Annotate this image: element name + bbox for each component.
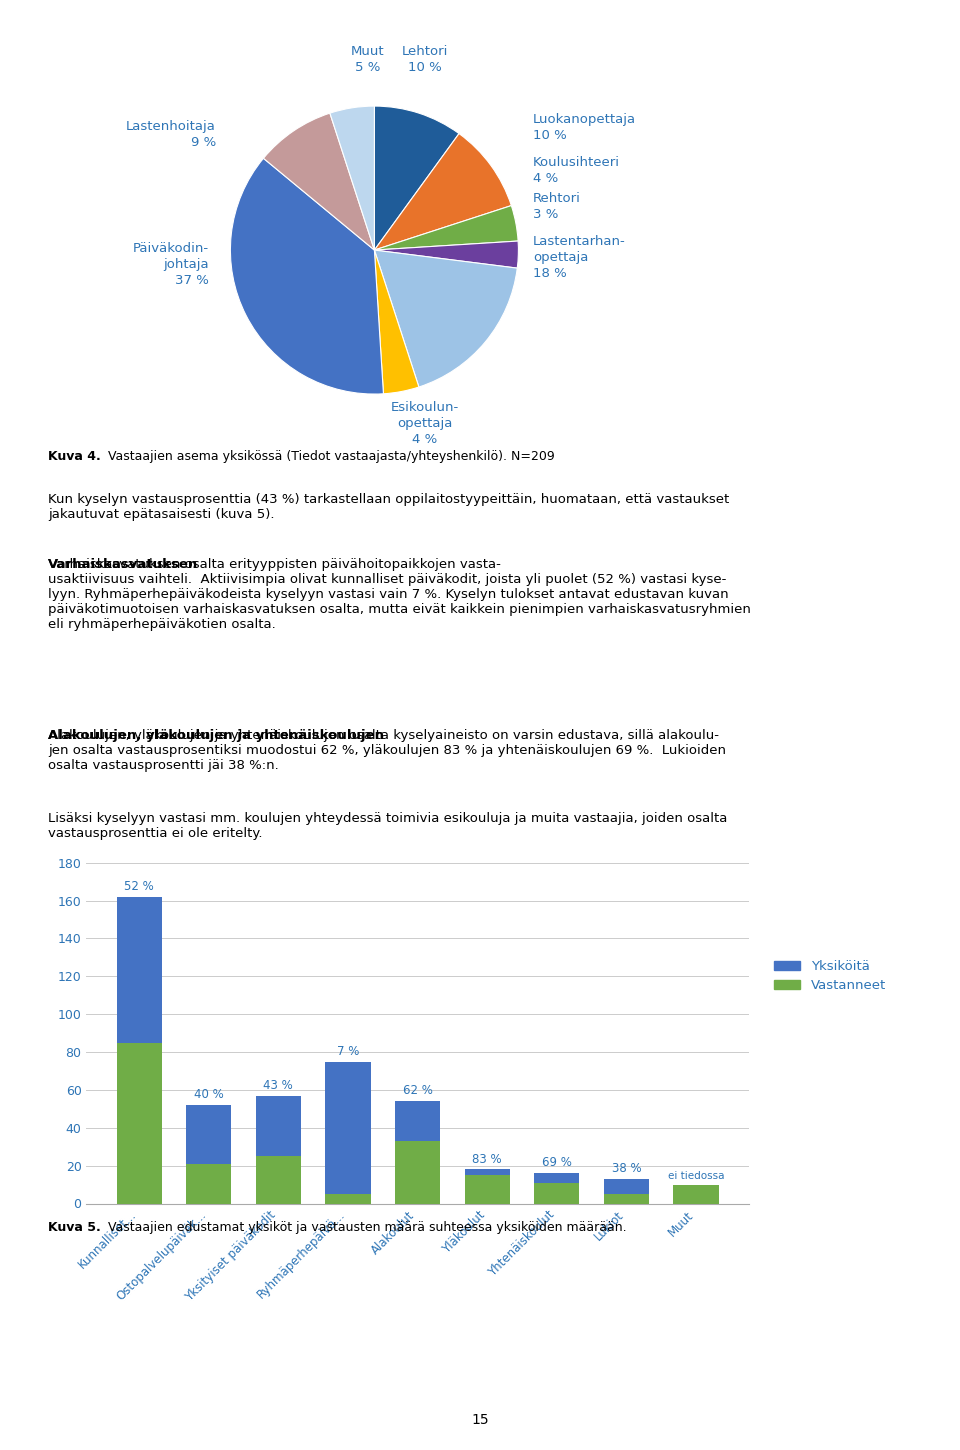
Text: 69 %: 69 % <box>541 1157 572 1169</box>
Wedge shape <box>374 133 512 249</box>
Bar <box>465 1174 510 1203</box>
Text: Luokanopettaja
10 %: Luokanopettaja 10 % <box>533 113 636 142</box>
Text: 62 %: 62 % <box>402 1085 433 1098</box>
Text: Esikoulun-
opettaja
4 %: Esikoulun- opettaja 4 % <box>391 402 459 447</box>
Wedge shape <box>230 158 383 394</box>
Bar <box>325 1193 371 1204</box>
Bar <box>534 1173 580 1204</box>
Text: 83 %: 83 % <box>472 1153 502 1166</box>
Bar <box>604 1179 649 1204</box>
Text: Lehtori
10 %: Lehtori 10 % <box>401 45 448 74</box>
Bar <box>255 1156 301 1204</box>
Text: Kun kyselyn vastausprosenttia (43 %) tarkastellaan oppilaitostyypeittäin, huomat: Kun kyselyn vastausprosenttia (43 %) tar… <box>48 493 730 521</box>
Wedge shape <box>374 241 518 268</box>
Wedge shape <box>374 106 459 249</box>
Wedge shape <box>374 249 419 394</box>
Text: Vastaajien edustamat yksiköt ja vastausten määrä suhteessa yksiköiden määrään.: Vastaajien edustamat yksiköt ja vastaust… <box>104 1221 626 1234</box>
Text: Lastentarhan-
opettaja
18 %: Lastentarhan- opettaja 18 % <box>533 235 626 280</box>
Text: 43 %: 43 % <box>263 1079 293 1092</box>
Text: Varhaiskasvatuksen osalta erityyppisten päivähoitopaikkojen vasta-
usaktiivisuus: Varhaiskasvatuksen osalta erityyppisten … <box>48 558 751 631</box>
Bar <box>534 1183 580 1203</box>
Text: Päiväkodin-
johtaja
37 %: Päiväkodin- johtaja 37 % <box>132 242 208 287</box>
Bar <box>116 1043 161 1204</box>
Bar <box>395 1141 441 1204</box>
Text: 52 %: 52 % <box>124 880 154 893</box>
Bar <box>604 1193 649 1204</box>
Bar <box>186 1105 231 1204</box>
Bar <box>674 1185 719 1203</box>
Legend: Yksiköitä, Vastanneet: Yksiköitä, Vastanneet <box>769 954 892 998</box>
Text: Alakoulujen, yläkoulujen ja yhtenäiskoulujen osalta kyselyaineisto on varsin edu: Alakoulujen, yläkoulujen ja yhtenäiskoul… <box>48 729 726 773</box>
Bar <box>186 1164 231 1204</box>
Text: Varhaiskasvatuksen: Varhaiskasvatuksen <box>48 558 199 571</box>
Text: 38 %: 38 % <box>612 1161 641 1174</box>
Text: Lisäksi kyselyyn vastasi mm. koulujen yhteydessä toimivia esikouluja ja muita va: Lisäksi kyselyyn vastasi mm. koulujen yh… <box>48 812 728 840</box>
Wedge shape <box>263 113 374 249</box>
Bar <box>255 1096 301 1204</box>
Bar <box>325 1061 371 1203</box>
Text: ei tiedossa: ei tiedossa <box>668 1170 724 1180</box>
Text: Rehtori
3 %: Rehtori 3 % <box>533 193 581 222</box>
Wedge shape <box>374 206 518 249</box>
Bar <box>465 1169 510 1204</box>
Text: Lastenhoitaja
9 %: Lastenhoitaja 9 % <box>126 120 216 149</box>
Text: Muut
5 %: Muut 5 % <box>350 45 384 74</box>
Text: 7 %: 7 % <box>337 1045 359 1057</box>
Text: Alakoulujen, yläkoulujen ja yhtenäiskoulujen: Alakoulujen, yläkoulujen ja yhtenäiskoul… <box>48 729 384 742</box>
Bar <box>395 1102 441 1204</box>
Text: Kuva 4.: Kuva 4. <box>48 450 101 463</box>
Text: 15: 15 <box>471 1412 489 1427</box>
Wedge shape <box>330 106 374 249</box>
Bar <box>116 896 161 1204</box>
Text: Vastaajien asema yksikössä (Tiedot vastaajasta/yhteyshenkilö). N=209: Vastaajien asema yksikössä (Tiedot vasta… <box>104 450 555 463</box>
Text: Koulusihteeri
4 %: Koulusihteeri 4 % <box>533 157 620 186</box>
Text: 40 %: 40 % <box>194 1089 224 1102</box>
Bar <box>674 1185 719 1203</box>
Wedge shape <box>374 249 517 387</box>
Text: Kuva 5.: Kuva 5. <box>48 1221 101 1234</box>
